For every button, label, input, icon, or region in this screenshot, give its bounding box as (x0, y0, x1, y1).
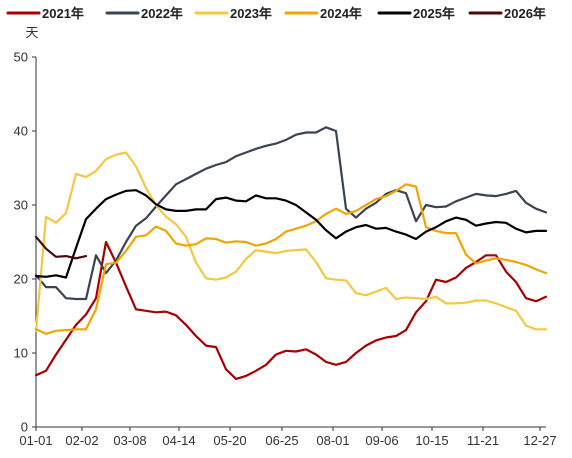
y-tick-label: 50 (14, 50, 28, 65)
x-tick-label: 09-06 (365, 433, 398, 448)
series-line-5 (34, 189, 548, 279)
x-tick-label: 08-01 (316, 433, 349, 448)
legend-item[interactable]: 2022年 (105, 6, 183, 21)
legend-label: 2023年 (230, 6, 272, 21)
legend-item[interactable]: 2023年 (194, 6, 272, 21)
x-tick-label: 03-08 (113, 433, 146, 448)
legend-label: 2022年 (141, 6, 183, 21)
x-tick-label: 11-21 (467, 433, 499, 448)
series-line-4 (34, 183, 548, 335)
y-tick-label: 40 (14, 124, 28, 139)
series-line-2 (34, 126, 548, 301)
legend-item[interactable]: 2021年 (6, 6, 84, 21)
series-line-1 (34, 240, 548, 380)
y-tick-label: 30 (14, 198, 28, 213)
x-tick-label: 02-02 (65, 433, 98, 448)
legend-item[interactable]: 2026年 (468, 6, 546, 21)
x-tick-label: 04-14 (162, 433, 195, 448)
x-tick-label: 10-15 (415, 433, 448, 448)
legend-item[interactable]: 2024年 (284, 6, 362, 21)
y-tick-label: 10 (14, 346, 28, 361)
series-line-3 (34, 151, 548, 332)
legend-label: 2026年 (504, 6, 546, 21)
legend-label: 2025年 (413, 6, 455, 21)
y-axis-unit-label: 天 (25, 25, 38, 40)
y-tick-label: 20 (14, 272, 28, 287)
legend: 2021年 2022年 2023年 2024年 2025年 2026年 (6, 6, 546, 21)
series-line-6 (34, 235, 88, 260)
series-group (34, 126, 548, 380)
y-tick-label: 0 (21, 420, 28, 435)
x-tick-label: 05-20 (213, 433, 246, 448)
legend-label: 2024年 (320, 6, 362, 21)
x-tick-label: 12-27 (523, 433, 556, 448)
x-tick-label: 06-25 (265, 433, 298, 448)
x-tick-label: 01-01 (19, 433, 52, 448)
legend-item[interactable]: 2025年 (377, 6, 455, 21)
legend-label: 2021年 (42, 6, 84, 21)
axes: 0 10 20 30 40 50 01-01 02-02 03-08 04-14 05-20 06-2… (14, 50, 557, 449)
